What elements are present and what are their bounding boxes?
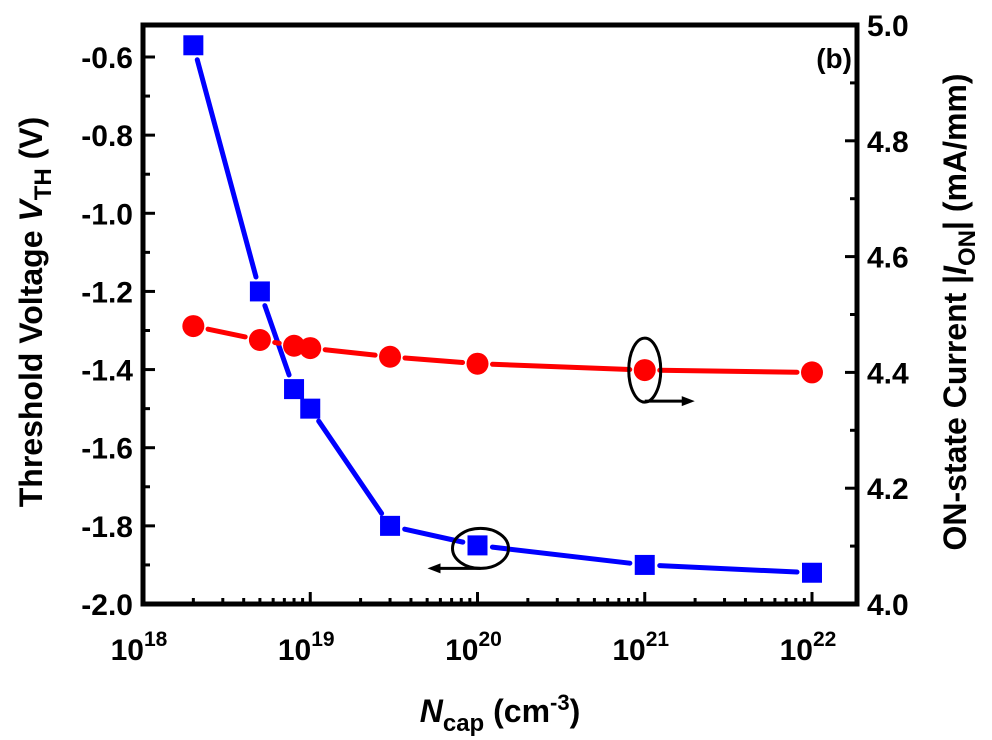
data-point-circle xyxy=(633,359,656,382)
series-line-segment xyxy=(489,361,633,373)
x-axis-title-sup: -3 xyxy=(550,690,570,715)
right-y-tick-label: 4.4 xyxy=(867,357,909,390)
series-line-segment xyxy=(489,544,633,566)
data-point-circle xyxy=(466,352,489,375)
x-tick-base: 10 xyxy=(445,634,478,667)
series-line-segment xyxy=(322,347,378,358)
left-y-title-unit: (V) xyxy=(13,117,49,169)
left-y-tick-label: -1.0 xyxy=(81,198,133,231)
left-y-tick-label: -1.8 xyxy=(81,511,133,544)
series-on-current xyxy=(182,315,823,384)
annotations xyxy=(427,336,695,574)
right-y-title-main: ON-state Current | xyxy=(937,275,973,551)
series-line-segment xyxy=(657,367,800,375)
x-axis-ticks: 1018 1019 1020 1021 1022 xyxy=(111,592,837,667)
x-axis-title-sub: cap xyxy=(443,710,484,737)
left-y-axis-ticks: -0.6 -0.8 -1.0 -1.2 -1.4 -1.6 -1.8 -2.0 xyxy=(81,42,155,622)
left-y-title-italic: V xyxy=(13,198,49,222)
x-tick-base: 10 xyxy=(111,634,144,667)
left-y-tick-label: -1.4 xyxy=(81,355,133,388)
data-point-square xyxy=(467,535,488,556)
x-tick-exp: 22 xyxy=(813,628,836,651)
right-y-title-unit: | (mA/mm) xyxy=(937,73,973,230)
right-y-tick-label: 4.2 xyxy=(867,473,909,506)
arrow-left-icon xyxy=(427,563,441,574)
data-point-circle xyxy=(801,361,823,384)
right-y-tick-label: 4.0 xyxy=(867,589,909,622)
data-point-circle xyxy=(299,337,322,360)
series-line-segment xyxy=(316,418,385,516)
right-y-title-sub: ON xyxy=(954,230,981,266)
arrow-right-icon xyxy=(681,396,695,407)
right-y-axis-title: ON-state Current |ION| (mA/mm) xyxy=(937,73,981,550)
series-line-segment xyxy=(402,526,466,545)
x-tick-base: 10 xyxy=(612,634,645,667)
x-tick-exp: 19 xyxy=(311,628,334,651)
x-tick-exp: 20 xyxy=(479,628,502,651)
series-layer xyxy=(182,35,823,583)
data-point-square xyxy=(249,281,270,302)
x-tick-base: 10 xyxy=(780,634,813,667)
x-tick-label: 1020 xyxy=(445,628,502,667)
right-y-title-italic: I xyxy=(937,265,973,275)
left-y-tick-label: -0.8 xyxy=(81,120,133,153)
series-line-segment xyxy=(194,57,259,280)
x-tick-label: 1021 xyxy=(612,628,669,667)
data-point-square xyxy=(802,562,822,583)
x-axis-title-main: N xyxy=(420,693,444,729)
x-axis-title-close: ) xyxy=(570,693,581,729)
data-point-circle xyxy=(379,345,402,368)
left-y-title-sub: TH xyxy=(30,168,57,200)
data-point-square xyxy=(183,35,204,56)
data-point-square xyxy=(634,554,655,575)
annotation-left-axis-pointer xyxy=(427,526,510,574)
left-y-axis-title: Threshold Voltage VTH (V) xyxy=(13,117,57,508)
series-line-segment xyxy=(657,563,800,575)
x-tick-label: 1018 xyxy=(111,628,168,667)
data-point-circle xyxy=(182,315,205,338)
x-axis-title: Ncap (cm-3) xyxy=(420,690,580,737)
annotation-right-axis-pointer xyxy=(627,336,695,407)
panel-label: (b) xyxy=(816,43,852,74)
left-y-tick-label: -0.6 xyxy=(81,42,133,75)
x-tick-exp: 21 xyxy=(646,628,670,651)
x-tick-base: 10 xyxy=(278,634,311,667)
series-line-segment xyxy=(205,326,248,340)
right-y-tick-label: 4.6 xyxy=(867,242,909,275)
data-point-square xyxy=(284,379,305,400)
series-threshold-voltage xyxy=(183,35,822,583)
data-point-circle xyxy=(283,334,306,357)
left-y-title-main: Threshold Voltage xyxy=(13,222,49,508)
right-y-tick-label: 5.0 xyxy=(867,10,909,43)
left-y-tick-label: -1.2 xyxy=(81,276,133,309)
left-y-tick-label: -1.6 xyxy=(81,433,133,466)
series-line-segment xyxy=(272,339,282,346)
data-point-square xyxy=(380,515,401,536)
x-tick-exp: 18 xyxy=(144,628,168,651)
plot-frame xyxy=(140,22,860,607)
x-axis-title-unit: (cm xyxy=(484,693,550,729)
series-line-segment xyxy=(402,355,466,366)
data-point-square xyxy=(300,398,321,419)
left-y-tick-label: -2.0 xyxy=(81,589,133,622)
right-y-tick-label: 4.8 xyxy=(867,126,909,159)
plot-border xyxy=(140,22,860,607)
series-line-segment xyxy=(262,303,292,378)
data-point-circle xyxy=(248,328,271,351)
right-y-axis-ticks: 5.0 4.8 4.6 4.4 4.2 4.0 xyxy=(845,10,909,622)
x-tick-label: 1022 xyxy=(780,628,837,667)
x-tick-label: 1019 xyxy=(278,628,335,667)
